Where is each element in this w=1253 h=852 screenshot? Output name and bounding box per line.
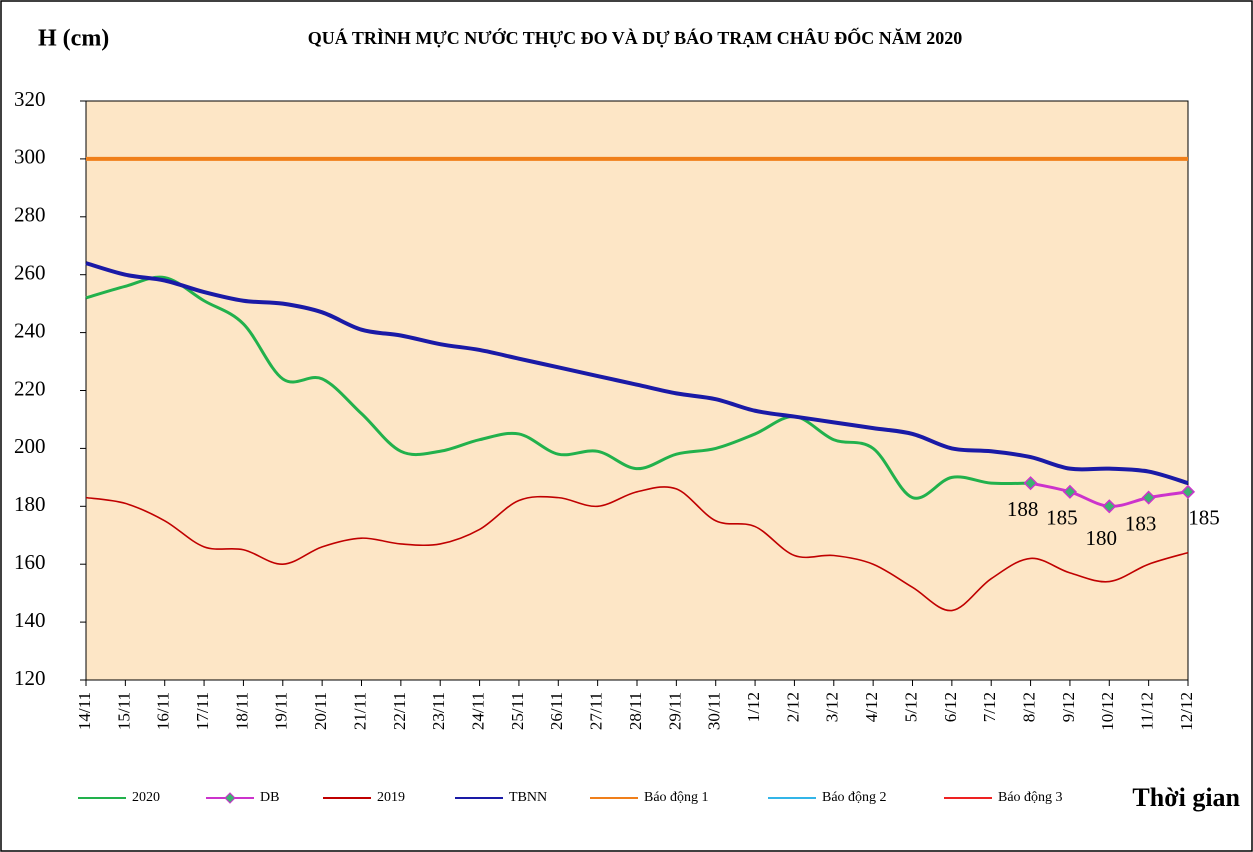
data-label: 180 [1086, 526, 1118, 550]
x-tick-label: 16/11 [154, 692, 173, 730]
y-tick-label: 180 [14, 492, 46, 516]
x-tick-label: 2/12 [783, 692, 802, 722]
x-tick-label: 21/11 [350, 692, 369, 730]
x-tick-label: 9/12 [1059, 692, 1078, 722]
x-tick-label: 27/11 [587, 692, 606, 730]
x-tick-label: 25/11 [508, 692, 527, 730]
point-marker [1102, 499, 1117, 514]
x-tick-label: 7/12 [980, 692, 999, 722]
x-tick-label: 19/11 [272, 692, 291, 730]
x-tick-label: 4/12 [862, 692, 881, 722]
y-tick-label: 260 [14, 261, 46, 285]
legend-label: 2019 [377, 790, 405, 805]
x-tick-label: 3/12 [823, 692, 842, 722]
data-label: 185 [1188, 506, 1220, 530]
y-tick-label: 280 [14, 203, 46, 227]
plot-area [85, 100, 1189, 681]
x-tick-label: 20/11 [311, 692, 330, 730]
legend-label: DB [260, 790, 279, 805]
y-axis-label: H (cm) [38, 26, 109, 52]
y-tick-label: 220 [14, 376, 46, 400]
y-tick-label: 200 [14, 434, 46, 458]
y-tick-label: 160 [14, 550, 46, 574]
legend-label: TBNN [509, 790, 547, 805]
x-tick-label: 8/12 [1019, 692, 1038, 722]
x-axis-label: Thời gian [1132, 783, 1240, 812]
x-tick-label: 14/11 [75, 692, 94, 730]
y-tick-label: 320 [14, 87, 46, 111]
x-tick-label: 1/12 [744, 692, 763, 722]
x-tick-label: 18/11 [232, 692, 251, 730]
legend-marker [224, 792, 236, 804]
x-tick-label: 5/12 [901, 692, 920, 722]
series-line [85, 275, 1031, 500]
y-tick-label: 140 [14, 608, 46, 632]
y-tick-label: 120 [14, 666, 46, 690]
y-tick-label: 240 [14, 318, 46, 342]
point-marker [1180, 484, 1196, 499]
point-marker [1062, 484, 1077, 499]
x-tick-label: 15/11 [114, 692, 133, 730]
legend-label: Báo động 1 [644, 790, 709, 805]
data-label: 183 [1125, 511, 1157, 535]
legend-label: Báo động 3 [998, 790, 1063, 805]
y-tick-label: 300 [14, 145, 46, 169]
x-tick-label: 26/11 [547, 692, 566, 730]
x-tick-label: 23/11 [429, 692, 448, 730]
data-label: 185 [1046, 506, 1078, 530]
x-tick-label: 12/12 [1177, 692, 1196, 731]
series-line [85, 261, 1189, 486]
x-tick-label: 10/12 [1098, 692, 1117, 731]
legend-label: Báo động 2 [822, 790, 887, 805]
x-tick-label: 29/11 [665, 692, 684, 730]
point-marker [1023, 476, 1038, 491]
x-tick-label: 22/11 [390, 692, 409, 730]
data-label: 188 [1007, 497, 1039, 521]
x-tick-label: 28/11 [626, 692, 645, 730]
chart-title: QUÁ TRÌNH MỰC NƯỚC THỰC ĐO VÀ DỰ BÁO TRẠ… [308, 27, 963, 48]
legend-label: 2020 [132, 790, 160, 805]
x-tick-label: 6/12 [941, 692, 960, 722]
x-tick-label: 30/11 [705, 692, 724, 730]
series-line [85, 486, 1189, 612]
x-tick-label: 17/11 [193, 692, 212, 730]
x-tick-label: 11/12 [1138, 692, 1157, 730]
point-marker [1141, 490, 1156, 505]
x-tick-label: 24/11 [468, 692, 487, 730]
